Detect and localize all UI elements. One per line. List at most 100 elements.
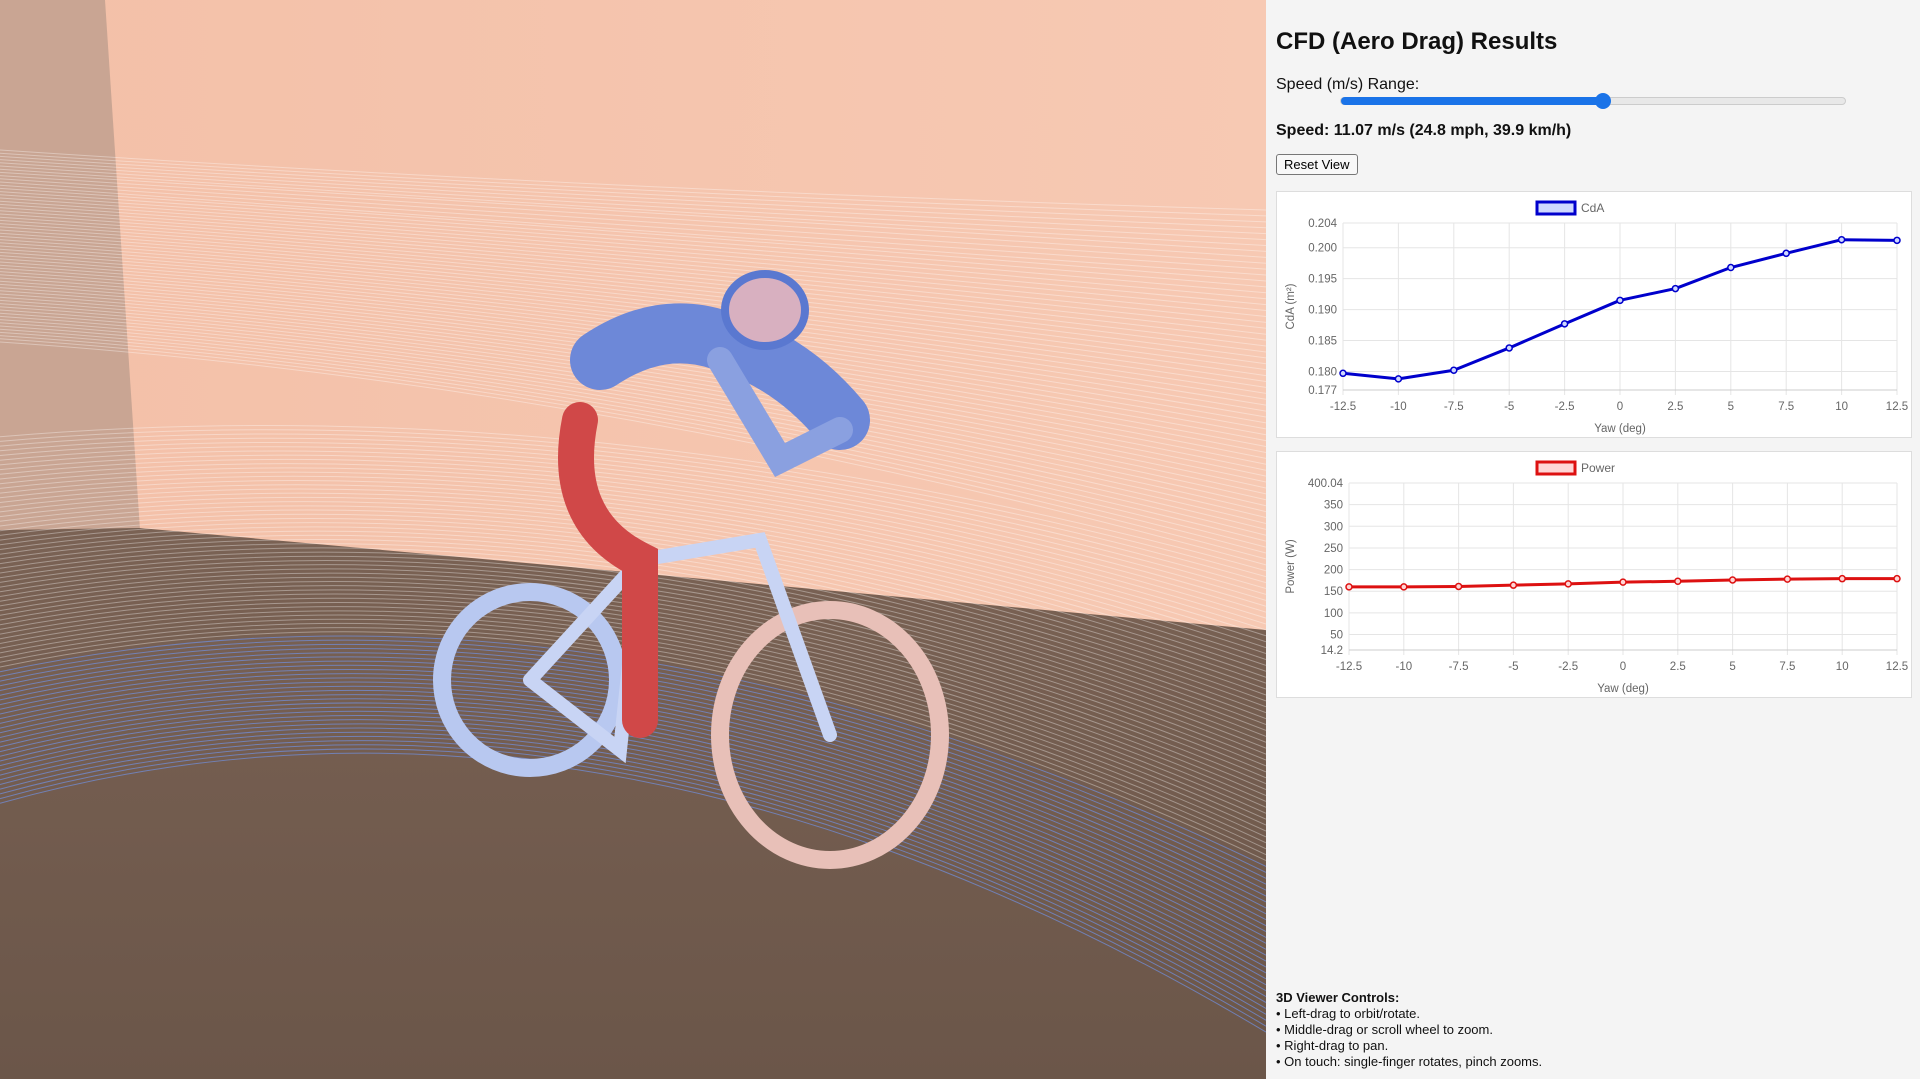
streamline xyxy=(0,475,1266,643)
x-axis-label: Yaw (deg) xyxy=(1597,683,1649,695)
streamline xyxy=(0,463,1266,625)
streamline xyxy=(0,585,1266,796)
x-tick-label: -10 xyxy=(1395,661,1412,673)
slider-thumb[interactable] xyxy=(1595,93,1612,109)
data-point[interactable] xyxy=(1450,366,1458,374)
data-point[interactable] xyxy=(1783,575,1792,583)
streamline xyxy=(0,155,1266,223)
y-tick-label: 0.190 xyxy=(1308,305,1337,317)
streamline xyxy=(0,251,1266,400)
tunnel-wall xyxy=(0,0,140,540)
streamline xyxy=(0,576,1266,785)
streamline xyxy=(0,168,1266,246)
data-point[interactable] xyxy=(1619,578,1627,586)
x-tick-label: 10 xyxy=(1835,401,1848,413)
data-point[interactable] xyxy=(1893,574,1901,583)
y-tick-label: 150 xyxy=(1324,586,1343,598)
legend-swatch[interactable] xyxy=(1535,460,1577,476)
data-point[interactable] xyxy=(1616,296,1624,305)
x-tick-label: -10 xyxy=(1390,401,1407,413)
x-axis-label: Yaw (deg) xyxy=(1594,423,1646,435)
y-tick-label: 300 xyxy=(1324,521,1343,533)
streamline xyxy=(0,315,1266,519)
data-point[interactable] xyxy=(1893,236,1901,245)
x-tick-label: -7.5 xyxy=(1449,661,1469,673)
streamline xyxy=(0,245,1266,388)
controls-item: • Right-drag to pan. xyxy=(1276,1038,1389,1053)
data-point[interactable] xyxy=(1505,344,1513,352)
y-tick-label: 350 xyxy=(1324,500,1343,512)
streamline xyxy=(0,480,1266,649)
x-tick-label: 7.5 xyxy=(1779,661,1795,673)
cyclist-model xyxy=(433,270,949,869)
power-chart: Power 14.2 50 100 150 200 250 300 350 400.04 -12.5… xyxy=(1276,451,1912,698)
streamline xyxy=(0,325,1266,536)
streamline xyxy=(0,492,1266,666)
y-tick-label: 0.180 xyxy=(1308,366,1337,378)
x-tick-label: 5 xyxy=(1729,661,1735,673)
streamline xyxy=(0,226,1266,353)
data-point[interactable] xyxy=(1671,284,1680,293)
streamline xyxy=(0,219,1266,341)
x-tick-label: 0 xyxy=(1617,401,1623,413)
legend-label[interactable]: CdA xyxy=(1581,201,1604,215)
streamline xyxy=(0,223,1266,347)
x-tick-label: 7.5 xyxy=(1778,401,1794,413)
controls-title: 3D Viewer Controls: xyxy=(1276,990,1400,1005)
y-tick-label: 100 xyxy=(1324,608,1343,620)
y-tick-label: 400.04 xyxy=(1308,478,1344,490)
data-point[interactable] xyxy=(1454,582,1463,591)
streamline xyxy=(0,471,1266,637)
data-point[interactable] xyxy=(1782,249,1790,258)
streamline xyxy=(0,752,1266,1033)
data-point[interactable] xyxy=(1345,583,1353,591)
data-point[interactable] xyxy=(1394,375,1403,383)
x-tick-label: -5 xyxy=(1508,661,1518,673)
data-point[interactable] xyxy=(1560,320,1569,328)
streamline xyxy=(0,322,1266,530)
data-point[interactable] xyxy=(1727,263,1735,272)
streamline xyxy=(0,437,1266,589)
streamline xyxy=(0,197,1266,300)
streamline xyxy=(0,242,1266,383)
y-tick-label: 0.200 xyxy=(1308,243,1337,255)
data-point[interactable] xyxy=(1400,583,1408,591)
x-tick-label: -7.5 xyxy=(1444,401,1464,413)
x-tick-label: -2.5 xyxy=(1558,661,1578,673)
streamline xyxy=(0,614,1266,838)
streamline xyxy=(0,178,1266,264)
data-point[interactable] xyxy=(1509,581,1518,589)
streamline xyxy=(0,425,1266,572)
data-point[interactable] xyxy=(1838,574,1846,583)
streamline xyxy=(0,446,1266,601)
controls-item: • On touch: single-finger rotates, pinch… xyxy=(1276,1054,1543,1069)
controls-item: • Middle-drag or scroll wheel to zoom. xyxy=(1276,1022,1493,1037)
page-title: CFD (Aero Drag) Results xyxy=(1276,28,1558,55)
y-tick-label: 250 xyxy=(1324,543,1343,555)
y-tick-label: 0.204 xyxy=(1308,218,1337,230)
streamline xyxy=(0,216,1266,335)
streamline xyxy=(0,593,1266,808)
speed-range-slider[interactable] xyxy=(1340,93,1846,109)
streamline xyxy=(0,450,1266,607)
speed-readout: Speed: 11.07 m/s (24.8 mph, 39.9 km/h) xyxy=(1276,122,1572,139)
streamline xyxy=(0,458,1266,619)
speed-range-label: Speed (m/s) Range: xyxy=(1276,76,1420,93)
controls-item: • Left-drag to orbit/rotate. xyxy=(1276,1006,1421,1021)
data-point[interactable] xyxy=(1674,577,1682,586)
viewer-controls-help: 3D Viewer Controls: • Left-drag to orbit… xyxy=(1276,990,1542,1070)
streamline xyxy=(0,235,1266,371)
data-point[interactable] xyxy=(1564,580,1572,588)
data-point[interactable] xyxy=(1339,369,1347,378)
reset-view-button[interactable]: Reset View xyxy=(1276,154,1358,175)
data-point[interactable] xyxy=(1728,576,1737,584)
x-tick-label: 12.5 xyxy=(1886,661,1908,673)
3d-viewer-canvas[interactable] xyxy=(0,0,1266,1079)
streamline xyxy=(0,606,1266,826)
data-point[interactable] xyxy=(1837,235,1846,244)
streamline xyxy=(0,601,1266,820)
legend-label[interactable]: Power xyxy=(1581,461,1615,475)
legend-swatch[interactable] xyxy=(1535,200,1577,216)
streamline xyxy=(0,149,1266,211)
cda-chart: CdA 0.177 0.180 0.185 0.190 0.195 0.200 0.204 -1… xyxy=(1276,191,1912,438)
